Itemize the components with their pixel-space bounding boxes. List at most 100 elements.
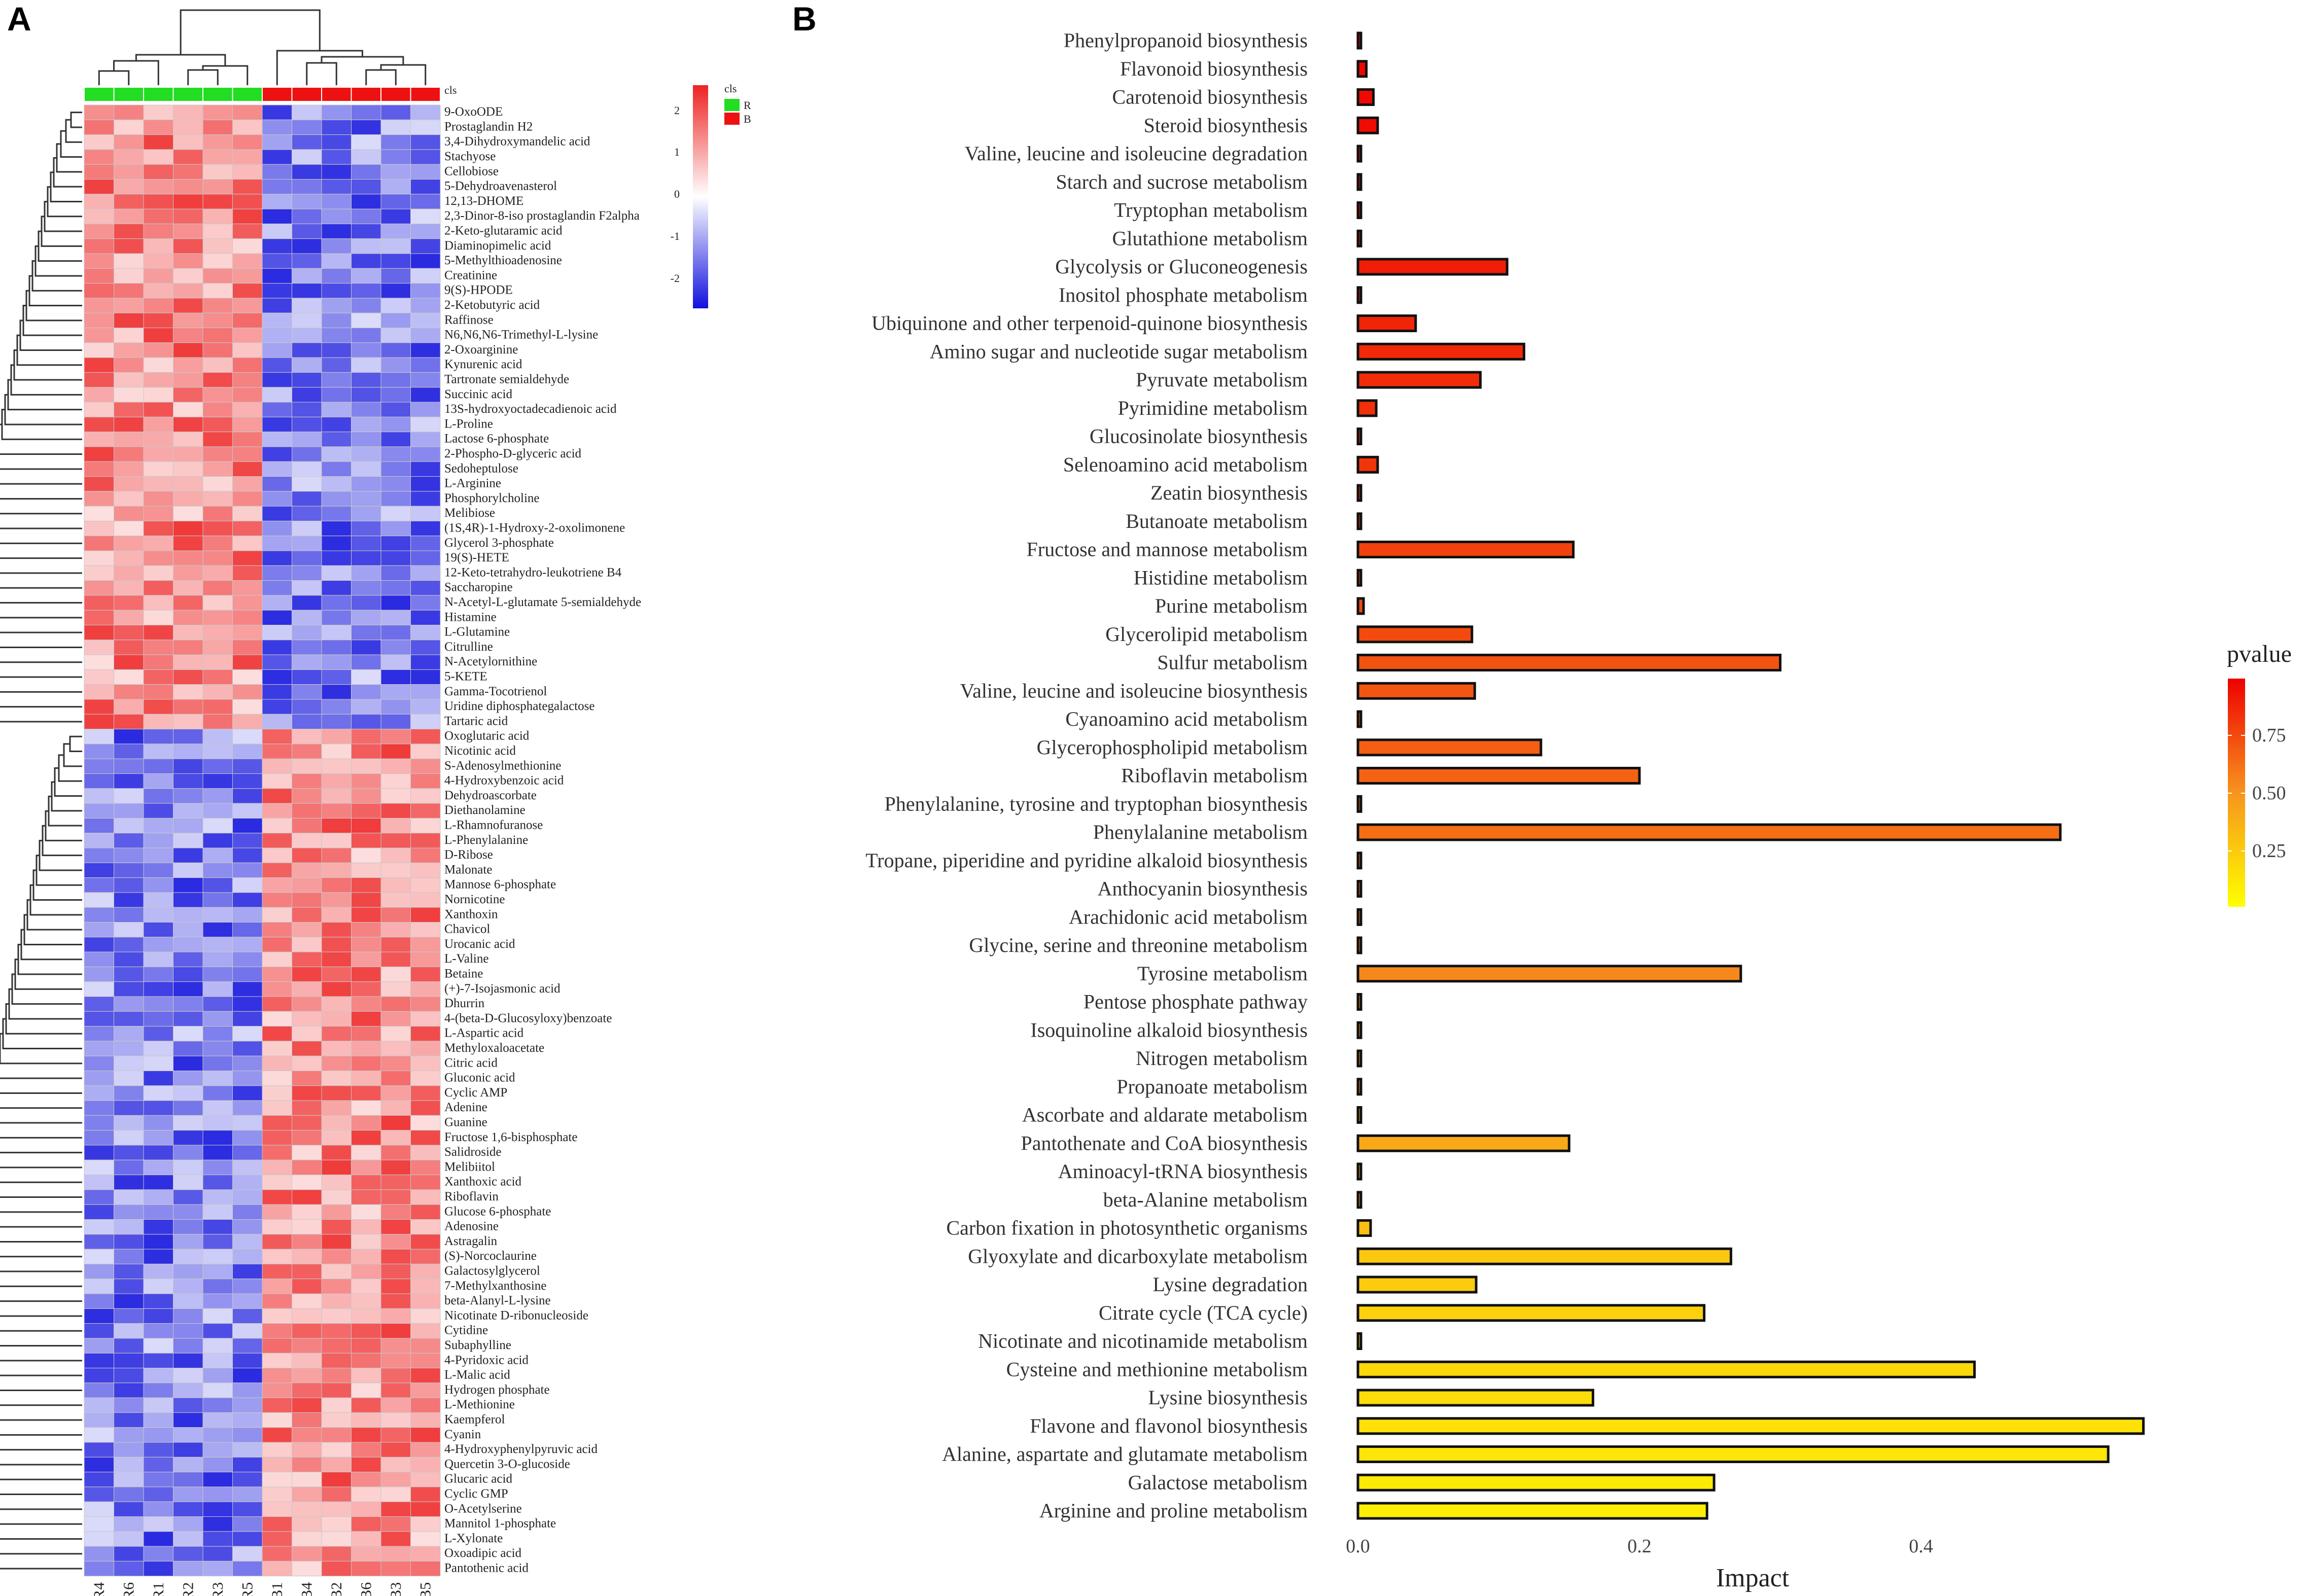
pathway-label: Valine, leucine and isoleucine degradati… bbox=[965, 142, 1308, 165]
heatmap-cell bbox=[84, 1055, 114, 1071]
heatmap-cell bbox=[321, 1486, 352, 1502]
heatmap-cell bbox=[202, 119, 233, 135]
heatmap-cell bbox=[380, 1011, 411, 1027]
pathway-label: Pyrimidine metabolism bbox=[1118, 397, 1308, 419]
dendrogram-branch bbox=[0, 527, 82, 529]
metabolite-label: Guanine bbox=[444, 1116, 487, 1129]
group-cell bbox=[321, 87, 352, 102]
heatmap-cell bbox=[410, 729, 441, 744]
heatmap-cell bbox=[292, 1130, 322, 1146]
heatmap-cell bbox=[351, 283, 381, 299]
heatmap-cell bbox=[84, 416, 114, 433]
heatmap-cell bbox=[84, 194, 114, 209]
heatmap-cell bbox=[380, 402, 411, 417]
heatmap-cell bbox=[232, 134, 263, 150]
heatmap-cell bbox=[114, 625, 144, 641]
metabolite-label: Oxoadipic acid bbox=[444, 1546, 522, 1560]
heatmap-cell bbox=[410, 312, 441, 329]
heatmap-cell bbox=[351, 520, 381, 537]
heatmap-cell bbox=[321, 981, 352, 997]
heatmap-cell bbox=[292, 1293, 322, 1309]
heatmap-cell bbox=[114, 654, 144, 670]
heatmap-cell bbox=[202, 1457, 233, 1473]
pathway-label: Amino sugar and nucleotide sugar metabol… bbox=[930, 340, 1308, 363]
heatmap-cell bbox=[202, 357, 233, 373]
heatmap-cell bbox=[84, 625, 114, 641]
heatmap-cell bbox=[143, 1457, 173, 1473]
heatmap-cell bbox=[143, 446, 173, 462]
heatmap-cell bbox=[351, 1397, 381, 1413]
heatmap-cell bbox=[380, 238, 411, 254]
heatmap-cell bbox=[410, 1516, 441, 1532]
dendrogram-branch bbox=[0, 1256, 82, 1258]
metabolite-label: N6,N6,N6-Trimethyl-L-lysine bbox=[444, 328, 598, 342]
heatmap-cell bbox=[173, 1457, 203, 1473]
heatmap-cell bbox=[262, 476, 292, 492]
pathway-label: Starch and sucrose metabolism bbox=[1056, 170, 1308, 193]
heatmap-cell bbox=[410, 1175, 441, 1190]
heatmap-cell bbox=[202, 803, 233, 819]
heatmap-cell bbox=[202, 1531, 233, 1547]
heatmap-cell bbox=[292, 669, 322, 685]
heatmap-cell bbox=[173, 1085, 203, 1101]
heatmap-cell bbox=[84, 714, 114, 730]
x-tick-label: 0.2 bbox=[1627, 1536, 1652, 1557]
heatmap-cell bbox=[173, 1055, 203, 1071]
pathway-label: Arachidonic acid metabolism bbox=[1069, 905, 1308, 928]
impact-bar bbox=[1356, 1389, 1594, 1407]
heatmap-cell bbox=[292, 788, 322, 804]
heatmap-cell bbox=[292, 328, 322, 343]
heatmap-cell bbox=[173, 1263, 203, 1280]
heatmap-cell bbox=[84, 1085, 114, 1101]
heatmap-cell bbox=[84, 1249, 114, 1264]
pathway-label: Cysteine and methionine metabolism bbox=[1006, 1358, 1308, 1380]
heatmap-cell bbox=[202, 1368, 233, 1384]
heatmap-cell bbox=[292, 1055, 322, 1071]
heatmap-cell bbox=[143, 506, 173, 521]
heatmap-cell bbox=[114, 907, 144, 923]
heatmap-cell bbox=[292, 104, 322, 120]
heatmap-cell bbox=[173, 208, 203, 224]
heatmap-cell bbox=[143, 803, 173, 819]
heatmap-cell bbox=[262, 1472, 292, 1487]
heatmap-cell bbox=[321, 164, 352, 180]
heatmap-cell bbox=[292, 1368, 322, 1384]
heatmap-cell bbox=[351, 996, 381, 1012]
heatmap-cell bbox=[84, 491, 114, 507]
heatmap-cell bbox=[202, 1175, 233, 1190]
impact-bar bbox=[1356, 512, 1362, 530]
heatmap-cell bbox=[292, 1397, 322, 1413]
heatmap-cell bbox=[84, 1546, 114, 1562]
impact-bar bbox=[1356, 88, 1375, 106]
heatmap-cell bbox=[232, 1175, 263, 1190]
heatmap-cell bbox=[351, 580, 381, 596]
metabolite-label: N-Acetyl-L-glutamate 5-semialdehyde bbox=[444, 595, 641, 609]
heatmap-cell bbox=[410, 833, 441, 848]
heatmap-cell bbox=[321, 937, 352, 952]
heatmap-cell bbox=[173, 164, 203, 180]
heatmap-cell bbox=[143, 1055, 173, 1071]
heatmap-cell bbox=[202, 1204, 233, 1220]
heatmap-cell bbox=[173, 1472, 203, 1487]
heatmap-cell bbox=[202, 387, 233, 403]
heatmap-cell bbox=[84, 1219, 114, 1235]
heatmap-cell bbox=[232, 1130, 263, 1146]
metabolite-label: 2-Ketobutyric acid bbox=[444, 298, 540, 312]
heatmap-cell bbox=[410, 669, 441, 685]
pathway-label: Butanoate metabolism bbox=[1126, 510, 1308, 533]
metabolite-label: Gamma-Tocotrienol bbox=[444, 685, 547, 698]
heatmap-cell bbox=[232, 699, 263, 715]
heatmap-cell bbox=[84, 580, 114, 596]
heatmap-cell bbox=[173, 1442, 203, 1458]
heatmap-cell bbox=[202, 491, 233, 507]
heatmap-cell bbox=[232, 1026, 263, 1042]
heatmap-cell bbox=[410, 402, 441, 417]
heatmap-cell bbox=[84, 773, 114, 789]
heatmap-cell bbox=[351, 951, 381, 967]
pathway-label: Ascorbate and aldarate metabolism bbox=[1022, 1104, 1308, 1126]
heatmap-cell bbox=[262, 1486, 292, 1502]
heatmap-cell bbox=[380, 1026, 411, 1042]
heatmap-cell bbox=[143, 833, 173, 848]
impact-bar bbox=[1356, 314, 1417, 332]
heatmap-cell bbox=[292, 298, 322, 313]
